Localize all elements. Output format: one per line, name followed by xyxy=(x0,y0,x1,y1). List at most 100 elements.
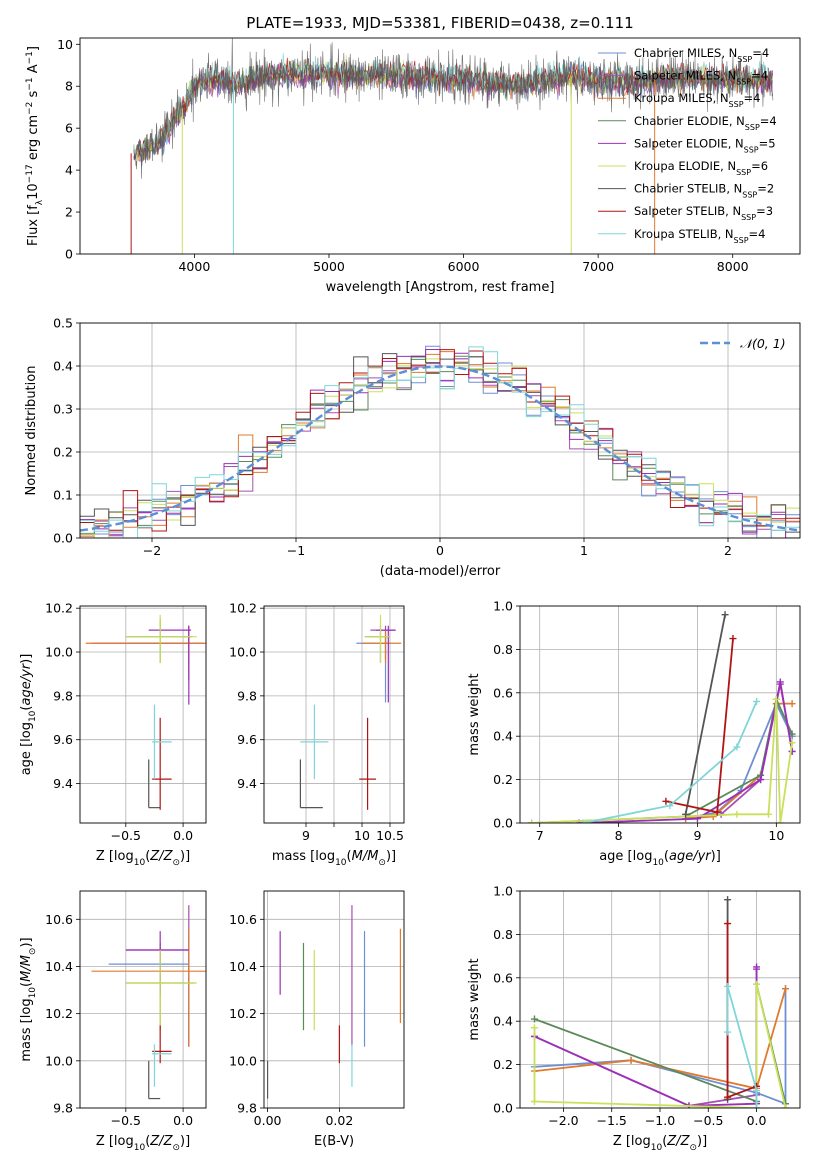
legend-label: Chabrier STELIB, NSSP=2 xyxy=(634,182,774,200)
data-point-marker xyxy=(753,963,761,971)
data-point-marker xyxy=(729,635,737,643)
x-tick-label: 10 xyxy=(768,828,784,843)
y-tick-label: 10 xyxy=(57,37,73,52)
y-tick-label: 4 xyxy=(65,163,73,178)
y-tick-label: 0.2 xyxy=(493,772,513,787)
panel-mass_vs_Z: −0.5 0.0 9.8 10.0 10.2 10.4 10.6 Z [log10(Z/Z⊙)… xyxy=(19,890,207,1153)
axes-frame xyxy=(519,605,801,824)
y-tick-label: 10.4 xyxy=(229,959,257,974)
data-point-marker xyxy=(627,1056,635,1064)
y-tick-label: 10.4 xyxy=(45,959,73,974)
figure-title: PLATE=1933, MJD=53381, FIBERID=0438, z=0… xyxy=(246,14,633,32)
data-point-marker xyxy=(530,1015,538,1023)
y-axis-label: Normed distribution xyxy=(24,366,39,496)
series-line-chabrier-stelib xyxy=(684,614,726,815)
y-tick-label: 6 xyxy=(65,121,73,136)
axes-frame xyxy=(263,890,405,1109)
data-point-marker xyxy=(772,695,780,703)
x-axis-label: age [log10(age/yr)] xyxy=(599,849,721,868)
plot-area xyxy=(130,38,774,254)
y-tick-label: 0.2 xyxy=(493,1057,513,1072)
data-point-marker xyxy=(733,743,741,751)
x-axis-label: (data-model)/error xyxy=(380,564,501,579)
axes-frame xyxy=(79,322,801,539)
axes-frame xyxy=(79,890,207,1109)
x-tick-label: 9 xyxy=(693,828,701,843)
data-point-marker xyxy=(776,819,784,823)
data-point-marker xyxy=(530,1024,538,1032)
legend-label: Chabrier ELODIE, NSSP=4 xyxy=(634,114,777,132)
data-point-marker xyxy=(724,920,732,928)
plot-area xyxy=(264,606,404,823)
x-tick-label: −1.0 xyxy=(645,1113,675,1128)
legend-label: 𝒩(0, 1) xyxy=(740,336,786,351)
x-tick-label: 10 xyxy=(354,828,370,843)
y-tick-label: 9.6 xyxy=(53,732,73,747)
gaussian-curve xyxy=(80,365,798,532)
legend-label: Salpeter MILES, NSSP=4 xyxy=(634,69,768,87)
x-tick-label: 5000 xyxy=(313,259,345,274)
y-tick-label: 9.6 xyxy=(237,732,257,747)
y-tick-label: 9.8 xyxy=(53,688,73,703)
series-line-kroupa-elodie xyxy=(533,984,787,1108)
y-tick-label: 9.8 xyxy=(237,1101,257,1116)
data-point-marker xyxy=(709,812,717,820)
x-axis-label: Z [log10(Z/Z⊙)] xyxy=(613,1134,707,1153)
panel-residuals: −2 −1 0 1 2 0.0 0.1 0.2 0.3 0.4 0.5 (data-model)/er… xyxy=(24,316,801,579)
axes-frame xyxy=(263,605,405,824)
y-tick-label: 0.0 xyxy=(493,1101,513,1116)
y-tick-label: 0.6 xyxy=(493,685,513,700)
series-line-salpeter-miles xyxy=(534,969,758,1107)
series-line-salpeter-stelib xyxy=(665,638,734,814)
y-tick-label: 10.2 xyxy=(45,1006,73,1021)
data-point-marker xyxy=(788,747,796,755)
data-point-marker xyxy=(682,810,690,818)
y-tick-label: 10.0 xyxy=(45,1053,73,1068)
data-point-marker xyxy=(753,1087,761,1095)
y-tick-label: 9.8 xyxy=(53,1101,73,1116)
legend-label: Kroupa STELIB, NSSP=4 xyxy=(634,227,765,245)
x-tick-label: −2 xyxy=(143,543,161,558)
y-axis-label: mass weight xyxy=(467,673,482,755)
y-axis-label: age [log10(age/yr)] xyxy=(19,654,38,776)
x-tick-label: 0.0 xyxy=(747,1113,767,1128)
y-tick-label: 10.2 xyxy=(45,601,73,616)
y-tick-label: 10.2 xyxy=(229,601,257,616)
data-point-marker xyxy=(579,819,587,823)
series-line-salpeter-stelib xyxy=(726,923,757,1099)
data-point-marker xyxy=(724,1028,732,1036)
x-tick-label: 8 xyxy=(615,828,623,843)
data-point-marker xyxy=(776,678,784,686)
x-tick-label: 0 xyxy=(436,543,444,558)
x-tick-label: 10.5 xyxy=(376,828,404,843)
data-point-marker xyxy=(724,896,732,904)
panel-massweight_vs_Z: −2.0 −1.5 −1.0 −0.5 0.0 0.0 0.2 0.4 0.6 0.8 1.0 Z [… xyxy=(467,884,801,1153)
x-axis-label: mass [log10(M/M⊙)] xyxy=(272,849,396,868)
data-point-marker xyxy=(666,802,674,810)
data-point-marker xyxy=(782,985,790,993)
y-tick-label: 10.0 xyxy=(229,645,257,660)
series-line-kroupa-stelib xyxy=(726,986,758,1108)
x-tick-label: −0.5 xyxy=(111,828,141,843)
series-line-salpeter-elodie xyxy=(579,681,793,823)
data-point-marker xyxy=(662,797,670,805)
y-tick-label: 0.4 xyxy=(53,359,73,374)
panel-mass_vs_ebv: 0.00 0.02 9.8 10.0 10.2 10.4 10.6 E(B-V) xyxy=(229,890,405,1149)
x-tick-label: −0.5 xyxy=(693,1113,723,1128)
x-tick-label: 0.0 xyxy=(173,828,193,843)
y-tick-label: 1.0 xyxy=(493,599,513,614)
x-tick-label: 7 xyxy=(536,828,544,843)
x-tick-label: −0.5 xyxy=(111,1113,141,1128)
data-point-marker xyxy=(713,808,721,816)
y-tick-label: 0.4 xyxy=(493,729,513,744)
legend-label: Chabrier MILES, NSSP=4 xyxy=(634,46,769,64)
y-tick-label: 0.3 xyxy=(53,402,73,417)
hist-salpeter-stelib xyxy=(80,349,800,532)
hist-kroupa-stelib xyxy=(80,346,800,538)
x-tick-label: 8000 xyxy=(717,259,749,274)
y-tick-label: 9.4 xyxy=(237,776,257,791)
x-tick-label: −1 xyxy=(287,543,305,558)
legend-label: Salpeter STELIB, NSSP=3 xyxy=(634,204,773,222)
y-tick-label: 0.8 xyxy=(493,927,513,942)
